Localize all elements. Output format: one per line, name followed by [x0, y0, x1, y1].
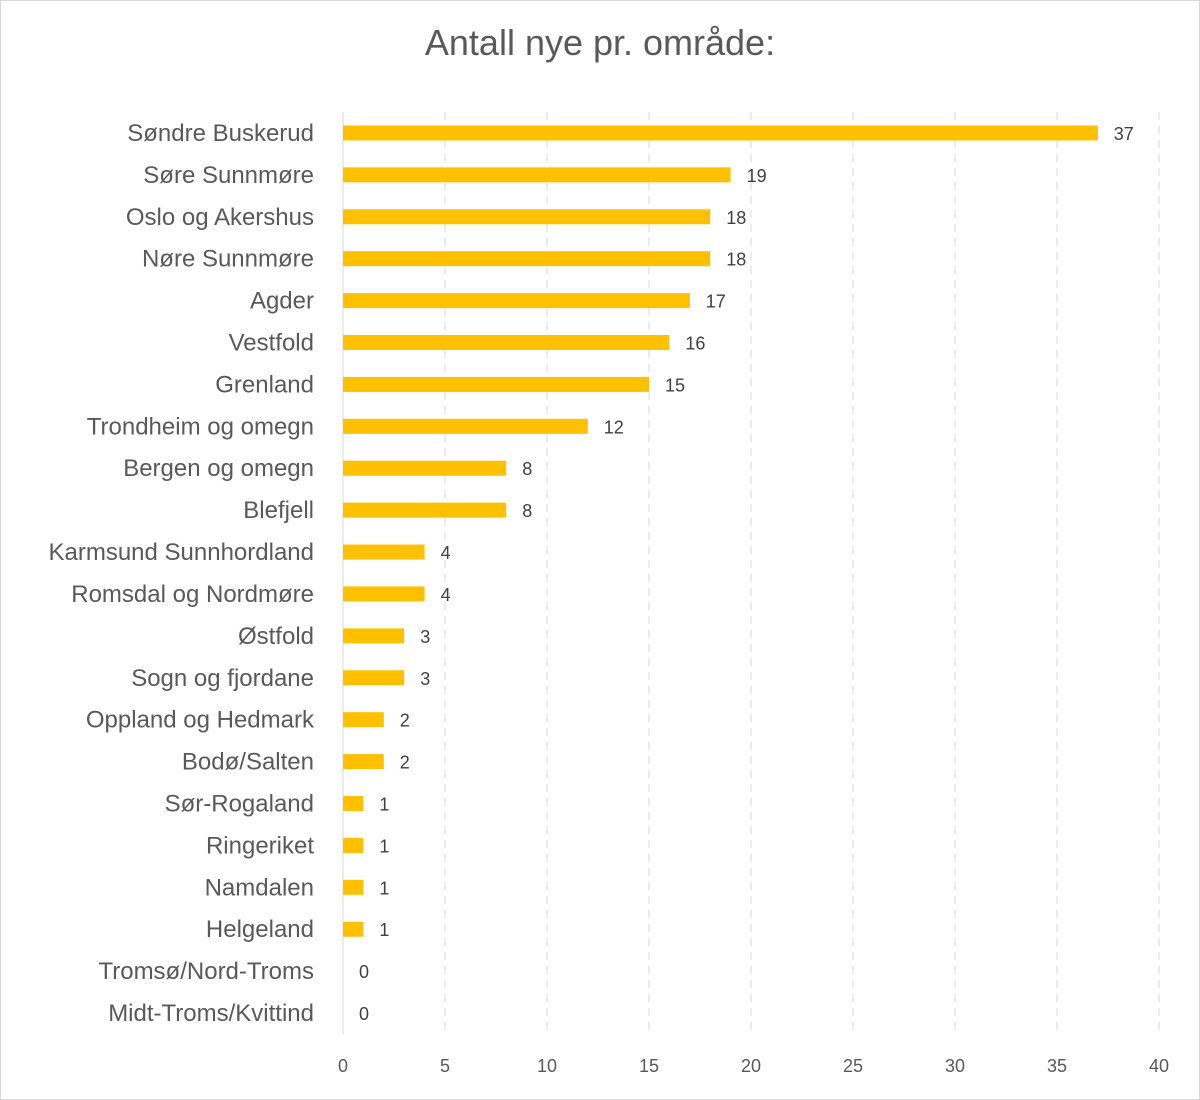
category-label: Grenland [215, 371, 314, 398]
x-tick-label: 20 [741, 1056, 761, 1076]
category-label: Nøre Sunnmøre [142, 246, 314, 273]
bar [343, 586, 425, 602]
data-label: 17 [706, 292, 726, 312]
category-label: Namdalen [205, 874, 314, 901]
category-label: Trondheim og omegn [87, 413, 314, 440]
category-label: Helgeland [206, 916, 314, 943]
data-label: 8 [522, 459, 532, 479]
category-label: Søndre Buskerud [127, 120, 314, 147]
bar [343, 460, 507, 476]
bar [343, 544, 425, 560]
gridlines [342, 112, 1160, 1034]
data-label: 15 [665, 375, 685, 395]
data-label: 3 [420, 669, 430, 689]
category-label: Østfold [238, 623, 314, 650]
data-label: 1 [379, 878, 389, 898]
bar [343, 251, 711, 267]
x-tick-label: 25 [843, 1056, 863, 1076]
bar [343, 879, 364, 895]
data-label: 1 [379, 795, 389, 815]
category-label: Oslo og Akershus [126, 204, 314, 231]
bar [343, 796, 364, 811]
data-labels: 37 19 18 18 17 16 15 12 8 8 4 4 3 3 2 2 1 1 1 1 0 0 [359, 124, 1134, 1024]
bar [343, 837, 364, 853]
data-label: 0 [359, 1004, 369, 1024]
bar [343, 125, 1098, 141]
data-label: 19 [747, 166, 767, 186]
bar [343, 921, 364, 937]
x-tick-label: 35 [1047, 1056, 1067, 1076]
x-tick-label: 40 [1149, 1056, 1169, 1076]
x-axis-ticks: 0 5 10 15 20 25 30 35 40 [338, 1056, 1169, 1076]
data-label: 8 [522, 501, 532, 521]
bar [343, 167, 731, 183]
bar [343, 670, 405, 686]
category-label: Vestfold [229, 330, 314, 357]
bar [343, 754, 384, 770]
bar [343, 502, 507, 518]
category-label: Tromsø/Nord-Troms [98, 958, 314, 985]
category-label: Oppland og Hedmark [86, 707, 315, 734]
data-label: 4 [441, 585, 451, 605]
bar [343, 712, 384, 728]
bar [343, 628, 405, 644]
category-labels: Søndre Buskerud Søre Sunnmøre Oslo og Aker… [48, 120, 315, 1027]
bar [343, 293, 690, 309]
category-label: Søre Sunnmøre [143, 162, 314, 189]
data-label: 4 [441, 543, 451, 563]
data-label: 3 [420, 627, 430, 647]
x-tick-label: 5 [440, 1056, 450, 1076]
category-label: Ringeriket [206, 832, 314, 859]
data-label: 0 [359, 962, 369, 982]
data-label: 1 [379, 836, 389, 856]
category-label: Sør-Rogaland [165, 791, 314, 818]
data-label: 18 [726, 208, 746, 228]
data-label: 18 [726, 250, 746, 270]
chart-title: Antall nye pr. område: [424, 22, 776, 63]
category-label: Romsdal og Nordmøre [71, 581, 314, 608]
category-label: Bergen og omegn [123, 455, 314, 482]
data-label: 37 [1114, 124, 1134, 144]
x-tick-label: 10 [537, 1056, 557, 1076]
bar [343, 418, 588, 434]
data-label: 16 [685, 334, 705, 354]
x-tick-label: 15 [639, 1056, 659, 1076]
category-label: Blefjell [243, 497, 314, 524]
data-label: 12 [604, 417, 624, 437]
category-label: Bodø/Salten [182, 749, 314, 776]
data-label: 1 [379, 920, 389, 940]
bar [343, 209, 711, 225]
bar [343, 376, 649, 392]
category-label: Agder [250, 288, 314, 315]
data-label: 2 [400, 753, 410, 773]
bar [343, 335, 670, 350]
bars [343, 125, 1098, 937]
category-label: Midt-Troms/Kvittind [108, 1000, 314, 1027]
data-label: 2 [400, 711, 410, 731]
x-tick-label: 30 [945, 1056, 965, 1076]
x-tick-label: 0 [338, 1056, 348, 1076]
category-label: Sogn og fjordane [131, 665, 314, 692]
category-label: Karmsund Sunnhordland [48, 539, 314, 566]
